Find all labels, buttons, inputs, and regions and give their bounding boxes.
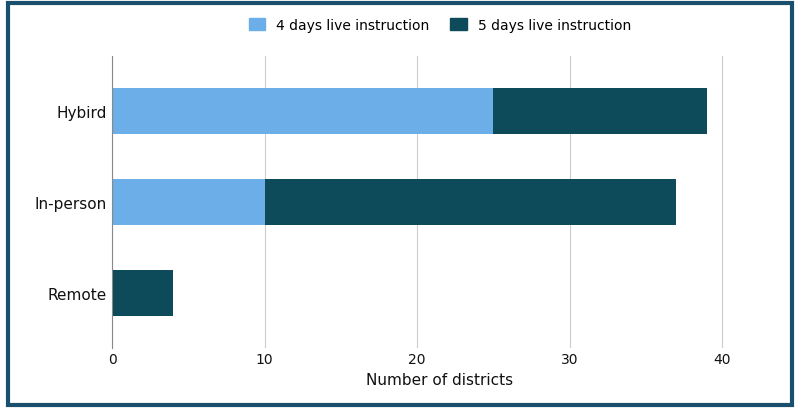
Bar [494, 89, 707, 135]
Bar [265, 180, 677, 225]
X-axis label: Number of districts: Number of districts [366, 372, 514, 387]
Bar [112, 89, 494, 135]
Bar [112, 180, 265, 225]
Legend: 4 days live instruction, 5 days live instruction: 4 days live instruction, 5 days live ins… [242, 12, 638, 40]
Bar [112, 270, 173, 316]
